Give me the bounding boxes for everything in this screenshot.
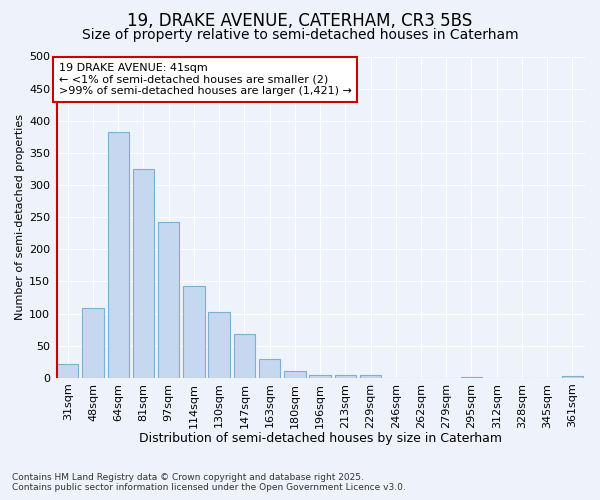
Bar bbox=[208, 312, 230, 378]
Y-axis label: Number of semi-detached properties: Number of semi-detached properties bbox=[15, 114, 25, 320]
Bar bbox=[183, 286, 205, 378]
X-axis label: Distribution of semi-detached houses by size in Caterham: Distribution of semi-detached houses by … bbox=[139, 432, 502, 445]
Bar bbox=[259, 358, 280, 378]
Text: Contains HM Land Registry data © Crown copyright and database right 2025.
Contai: Contains HM Land Registry data © Crown c… bbox=[12, 473, 406, 492]
Bar bbox=[82, 308, 104, 378]
Bar bbox=[562, 376, 583, 378]
Text: 19, DRAKE AVENUE, CATERHAM, CR3 5BS: 19, DRAKE AVENUE, CATERHAM, CR3 5BS bbox=[127, 12, 473, 30]
Bar bbox=[461, 377, 482, 378]
Bar bbox=[107, 132, 129, 378]
Bar bbox=[133, 169, 154, 378]
Bar bbox=[284, 372, 305, 378]
Bar bbox=[310, 374, 331, 378]
Bar bbox=[57, 364, 79, 378]
Text: Size of property relative to semi-detached houses in Caterham: Size of property relative to semi-detach… bbox=[82, 28, 518, 42]
Bar bbox=[360, 376, 381, 378]
Bar bbox=[233, 334, 255, 378]
Bar bbox=[158, 222, 179, 378]
Bar bbox=[335, 374, 356, 378]
Text: 19 DRAKE AVENUE: 41sqm
← <1% of semi-detached houses are smaller (2)
>99% of sem: 19 DRAKE AVENUE: 41sqm ← <1% of semi-det… bbox=[59, 63, 352, 96]
